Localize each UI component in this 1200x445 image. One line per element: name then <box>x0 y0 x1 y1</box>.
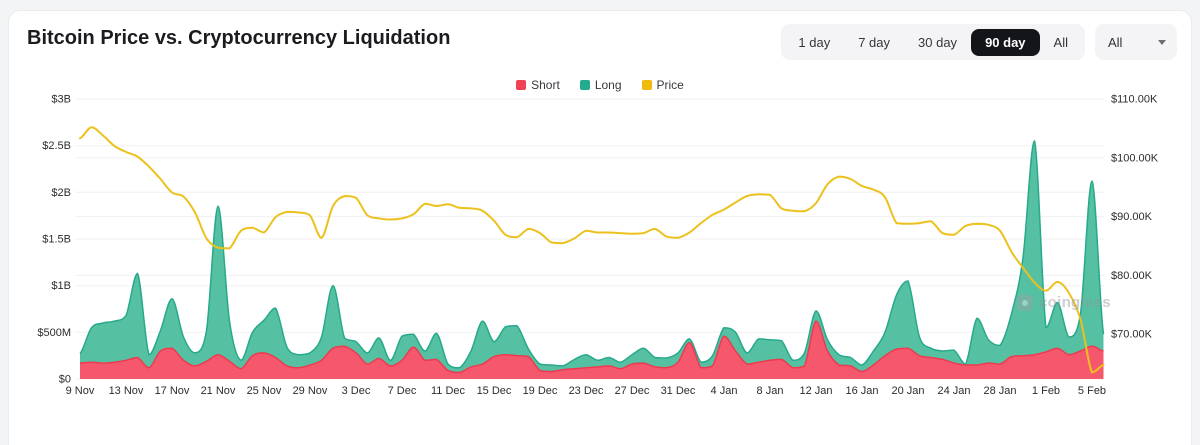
svg-text:11 Dec: 11 Dec <box>431 385 466 397</box>
long-series <box>79 140 1105 379</box>
short-series <box>79 320 1104 379</box>
svg-text:24 Jan: 24 Jan <box>937 385 970 397</box>
chart-legend: Short Long Price <box>9 78 1191 92</box>
svg-text:$70.00K: $70.00K <box>1111 329 1153 341</box>
legend-item-long[interactable]: Long <box>579 78 622 92</box>
legend-label: Short <box>531 78 560 92</box>
chevron-down-icon <box>1158 39 1166 45</box>
svg-text:15 Dec: 15 Dec <box>477 385 512 397</box>
svg-text:$80.00K: $80.00K <box>1111 270 1153 282</box>
svg-text:$1B: $1B <box>51 280 71 292</box>
dropdown-value: All <box>1108 34 1123 50</box>
svg-text:$3B: $3B <box>51 94 71 106</box>
range-button-7day[interactable]: 7 day <box>844 29 904 56</box>
coin-filter-dropdown[interactable]: All <box>1095 24 1177 60</box>
svg-text:29 Nov: 29 Nov <box>293 385 328 397</box>
svg-text:4 Jan: 4 Jan <box>711 385 738 397</box>
svg-text:17 Nov: 17 Nov <box>155 385 190 397</box>
range-segmented-control: 1 day 7 day 30 day 90 day All <box>781 24 1085 60</box>
svg-text:23 Dec: 23 Dec <box>569 385 604 397</box>
svg-text:$110.00K: $110.00K <box>1111 94 1158 106</box>
svg-text:21 Nov: 21 Nov <box>201 385 236 397</box>
short-swatch-icon <box>516 80 527 90</box>
svg-text:13 Nov: 13 Nov <box>109 385 144 397</box>
gridlines <box>75 98 1104 380</box>
svg-text:$1.5B: $1.5B <box>42 234 71 246</box>
range-button-all[interactable]: All <box>1040 29 1082 56</box>
svg-text:19 Dec: 19 Dec <box>523 385 558 397</box>
legend-item-short[interactable]: Short <box>516 78 560 92</box>
chart-area[interactable]: $0 $500M $1B $1.5B $2B $2.5B $3B $70.00K $80.00K… <box>9 89 1193 419</box>
svg-text:31 Dec: 31 Dec <box>661 385 696 397</box>
svg-text:27 Dec: 27 Dec <box>615 385 650 397</box>
chart-card: Bitcoin Price vs. Cryptocurrency Liquida… <box>8 10 1192 445</box>
svg-text:20 Jan: 20 Jan <box>891 385 924 397</box>
svg-text:7 Dec: 7 Dec <box>388 385 417 397</box>
svg-text:$0: $0 <box>59 374 71 386</box>
legend-label: Price <box>656 78 684 92</box>
range-button-30day[interactable]: 30 day <box>904 29 971 56</box>
svg-text:28 Jan: 28 Jan <box>983 385 1016 397</box>
svg-text:9 Nov: 9 Nov <box>66 385 95 397</box>
axis-labels: $0 $500M $1B $1.5B $2B $2.5B $3B $70.00K $80.00K… <box>37 94 1158 398</box>
svg-text:$90.00K: $90.00K <box>1111 211 1153 223</box>
svg-text:$500M: $500M <box>37 327 71 339</box>
svg-text:3 Dec: 3 Dec <box>342 385 371 397</box>
range-button-90day[interactable]: 90 day <box>971 28 1040 56</box>
svg-text:$2.5B: $2.5B <box>42 140 71 152</box>
range-controls: 1 day 7 day 30 day 90 day All All <box>781 24 1177 60</box>
long-swatch-icon <box>579 80 590 90</box>
price-series <box>79 126 1105 374</box>
svg-text:16 Jan: 16 Jan <box>845 385 878 397</box>
price-swatch-icon <box>641 80 652 90</box>
svg-text:$100.00K: $100.00K <box>1111 152 1159 164</box>
legend-label: Long <box>594 78 622 92</box>
page-title: Bitcoin Price vs. Cryptocurrency Liquida… <box>27 27 451 49</box>
liquidation-chart-svg[interactable]: $0 $500M $1B $1.5B $2B $2.5B $3B $70.00K $80.00K… <box>9 89 1193 419</box>
svg-text:25 Nov: 25 Nov <box>247 385 282 397</box>
svg-text:12 Jan: 12 Jan <box>799 385 832 397</box>
svg-text:8 Jan: 8 Jan <box>757 385 784 397</box>
svg-text:$2B: $2B <box>51 187 71 199</box>
svg-text:5 Feb: 5 Feb <box>1078 385 1106 397</box>
legend-item-price[interactable]: Price <box>641 78 684 92</box>
svg-text:1 Feb: 1 Feb <box>1032 385 1060 397</box>
range-button-1day[interactable]: 1 day <box>784 29 844 56</box>
